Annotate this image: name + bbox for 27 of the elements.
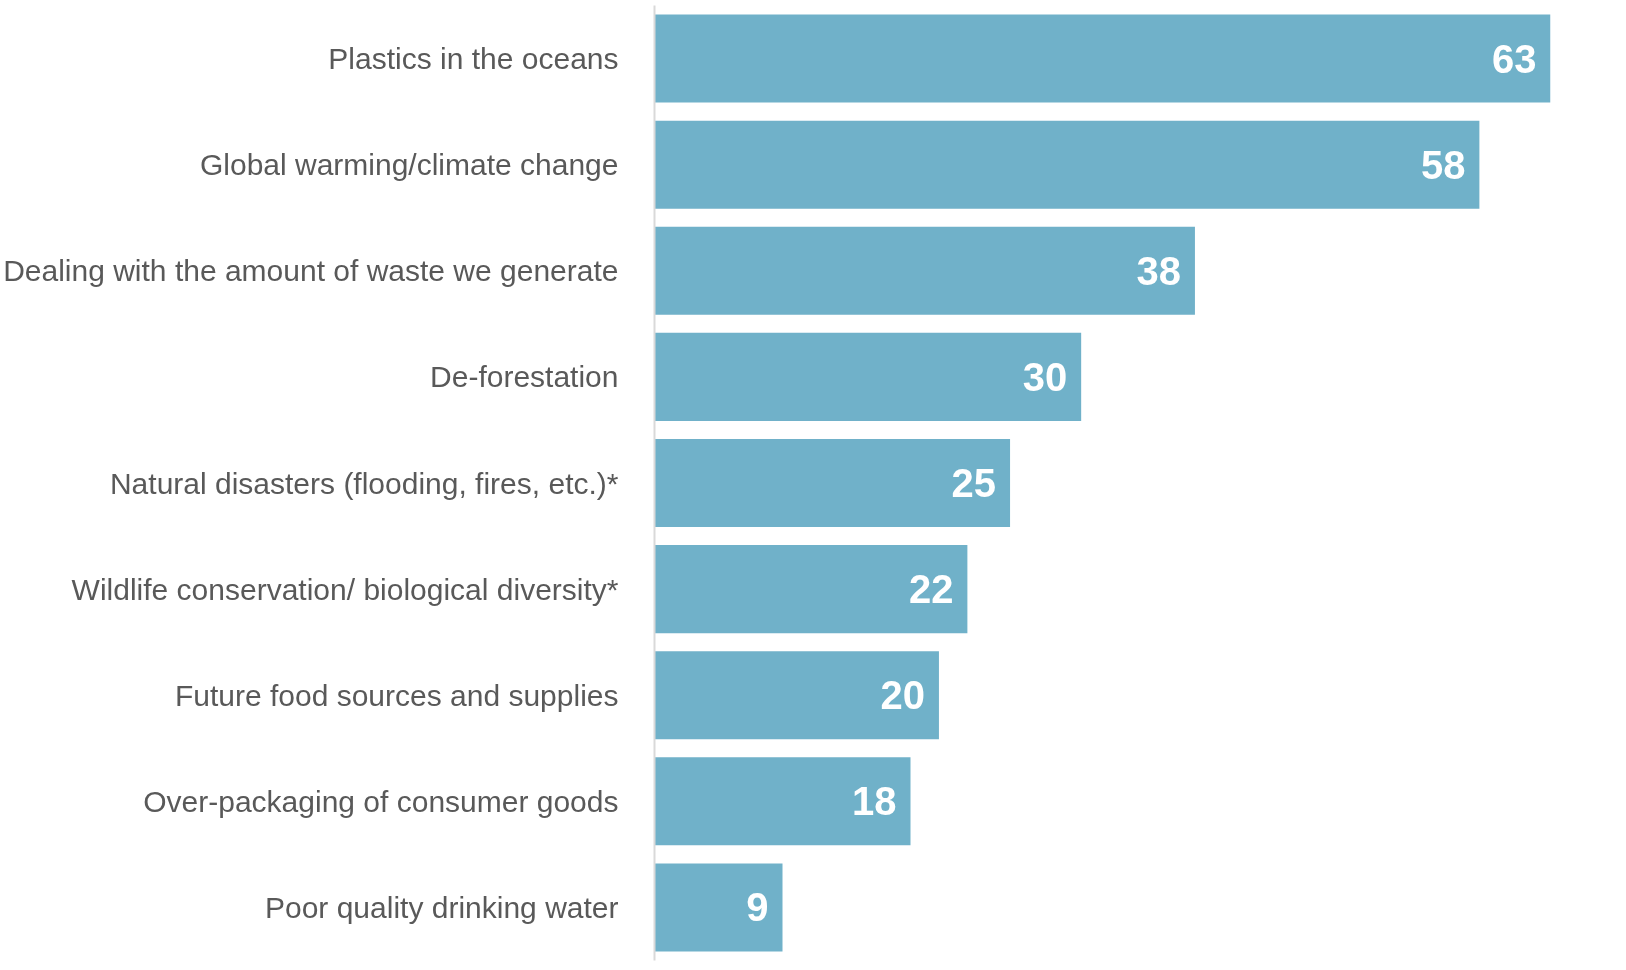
data-label: 63: [1492, 36, 1537, 81]
data-label: 9: [746, 885, 769, 930]
bar: [654, 651, 939, 740]
data-label: 22: [908, 567, 954, 612]
bar: [654, 226, 1195, 315]
data-label: 20: [880, 673, 925, 718]
bar: [654, 545, 968, 634]
bar: [654, 863, 783, 952]
bar: [654, 757, 911, 846]
data-label: 30: [1022, 354, 1068, 399]
y-tick-label: Plastics in the oceans: [328, 42, 619, 76]
bar: [654, 14, 1551, 103]
y-tick-label: Global warming/climate change: [199, 148, 619, 182]
y-tick-label: Dealing with the amount of waste we generate: [3, 254, 619, 288]
data-label: 38: [1136, 248, 1181, 293]
data-label: 58: [1420, 142, 1466, 187]
y-tick-label: Over-packaging of consumer goods: [143, 784, 619, 818]
bar: [654, 332, 1082, 421]
data-label: 25: [951, 461, 997, 505]
data-label: 18: [852, 779, 897, 824]
bar: [654, 438, 1011, 528]
y-tick-label: Wildlife conservation/ biological diversity*: [71, 572, 619, 606]
y-tick-label: Future food sources and supplies: [174, 678, 619, 712]
bar: [654, 120, 1480, 209]
y-tick-label: Poor quality drinking water: [264, 890, 619, 924]
y-tick-label: De-forestation: [430, 360, 619, 394]
y-tick-label: Natural disasters (flooding, fires, etc.)*: [109, 466, 619, 500]
